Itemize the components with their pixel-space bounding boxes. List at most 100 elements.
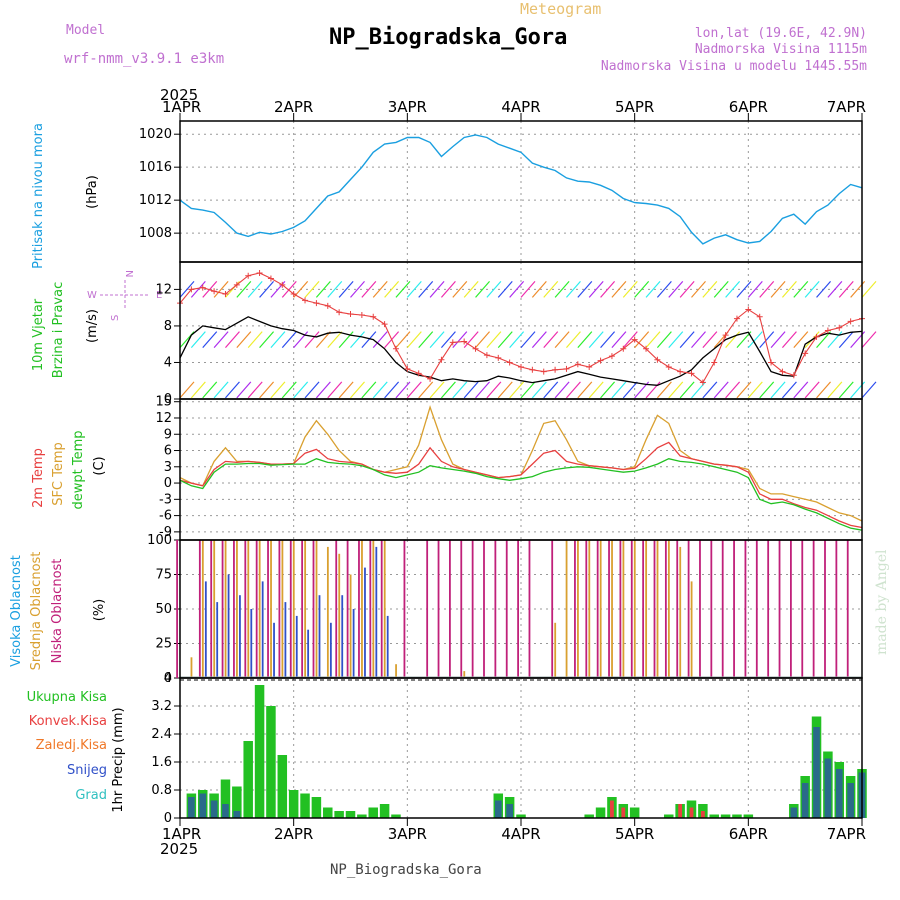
wind-barb — [531, 281, 547, 298]
y-tick-label: 100 — [147, 533, 172, 548]
y-tick-label: 8 — [164, 319, 172, 334]
mid-cloud-bar — [588, 540, 591, 678]
y-tick-label: 9 — [164, 427, 172, 442]
mid-cloud-bar — [326, 546, 329, 678]
mid-cloud-bar — [270, 540, 272, 678]
gust-marker — [643, 345, 650, 352]
gust-marker — [449, 339, 456, 346]
low-cloud-bar — [664, 540, 667, 678]
wind-barb — [486, 281, 502, 298]
wind-gust-markers — [177, 269, 865, 386]
wind-barb — [281, 281, 297, 298]
low-cloud-bar — [346, 540, 349, 678]
gust-marker — [518, 364, 524, 371]
wind-barb — [816, 381, 831, 399]
low-cloud-bar — [483, 540, 485, 678]
wind-barb — [770, 381, 786, 399]
wind-barb — [486, 331, 502, 349]
low-cloud-bar — [721, 540, 724, 678]
y-tick-label: 0 — [164, 811, 172, 826]
low-cloud-bar — [437, 540, 440, 678]
gust-marker — [495, 354, 502, 361]
mid-cloud-bar — [395, 664, 397, 678]
mid-cloud-bar — [292, 540, 295, 678]
low-cloud-bar — [619, 540, 622, 678]
wind-barb — [679, 281, 695, 298]
wind-barb — [816, 281, 831, 298]
wind-barb — [315, 331, 331, 349]
gust-marker — [199, 284, 206, 291]
low-cloud-bar — [233, 540, 235, 678]
gust-marker — [461, 338, 468, 345]
precip-unit: (mm) — [111, 707, 126, 742]
wind-barb — [656, 331, 672, 349]
wind-barb — [691, 381, 706, 399]
low-cloud-bar — [289, 540, 292, 678]
wind-barb — [327, 381, 343, 399]
temp-unit: (C) — [92, 456, 107, 475]
wind-barb — [861, 281, 877, 298]
gust-marker — [586, 364, 593, 371]
wind-barb — [770, 331, 786, 349]
y-tick-label: 0.8 — [151, 783, 172, 798]
legend-total: Ukupna Kisa — [27, 690, 107, 705]
wind-barb — [509, 331, 525, 349]
mid-cloud-bar — [338, 553, 341, 678]
y-tick-label: 12 — [155, 282, 172, 297]
low-cloud-bar — [426, 540, 429, 678]
gust-marker — [302, 297, 309, 304]
high-cloud-bar — [375, 546, 378, 678]
gust-marker — [813, 333, 820, 340]
total-rain-bar — [323, 807, 333, 818]
wind-barb — [270, 331, 286, 349]
total-rain-bar — [732, 814, 742, 818]
gust-marker — [824, 327, 831, 334]
wind-barb — [429, 381, 445, 399]
wind-ylabel-line2: Brzina i Pravac — [51, 282, 66, 379]
gust-marker — [506, 359, 513, 366]
wind-barb — [588, 331, 604, 349]
total-rain-bar — [743, 814, 754, 818]
y-tick-label: 50 — [155, 602, 172, 617]
dewpt-ylabel: dewpt Temp — [71, 430, 86, 509]
high-cloud-bar — [386, 615, 389, 678]
wind-barb — [725, 331, 741, 349]
wind-barb — [622, 381, 638, 399]
gust-marker — [654, 356, 661, 363]
wind-barb — [827, 331, 843, 349]
elevation-text: Nadmorska Visina 1115m — [695, 42, 867, 57]
total-rain-bar — [720, 814, 731, 818]
mid-cloud-bar — [463, 671, 466, 678]
gust-marker — [540, 368, 547, 375]
wind-speed-line — [179, 316, 863, 386]
wind-barb — [236, 381, 252, 399]
x-tick-label-top: 5APR — [615, 98, 654, 116]
wind-barb — [509, 281, 525, 298]
wind-barb — [247, 331, 263, 349]
mid-cloud-bar — [679, 546, 682, 678]
gust-marker — [381, 321, 388, 328]
total-rain-bar — [345, 811, 356, 818]
high-cloud-bar — [318, 595, 321, 678]
wind-barb — [804, 281, 820, 298]
mid-cloud-bar — [577, 540, 579, 678]
wind-barb — [361, 381, 377, 399]
year-label-top: 2025 — [160, 86, 198, 104]
wind-panel: 0 4 8 12 — [155, 262, 862, 407]
x-tick-label-top: 2APR — [274, 98, 313, 116]
sfctemp-ylabel: SFC Temp — [51, 442, 66, 506]
wind-barb — [645, 281, 661, 298]
wind-barb — [668, 381, 684, 399]
compass-north: N — [123, 270, 134, 277]
low-cloud-bar — [278, 540, 281, 678]
cloud-unit: (%) — [92, 599, 107, 622]
wind-barb — [293, 331, 309, 349]
wind-barb — [190, 381, 206, 399]
wind-barb — [225, 381, 240, 399]
low-cloud-bar — [744, 540, 747, 678]
total-rain-bar — [516, 814, 526, 818]
wind-barb — [202, 331, 218, 349]
low-cloud-bar — [255, 540, 258, 678]
